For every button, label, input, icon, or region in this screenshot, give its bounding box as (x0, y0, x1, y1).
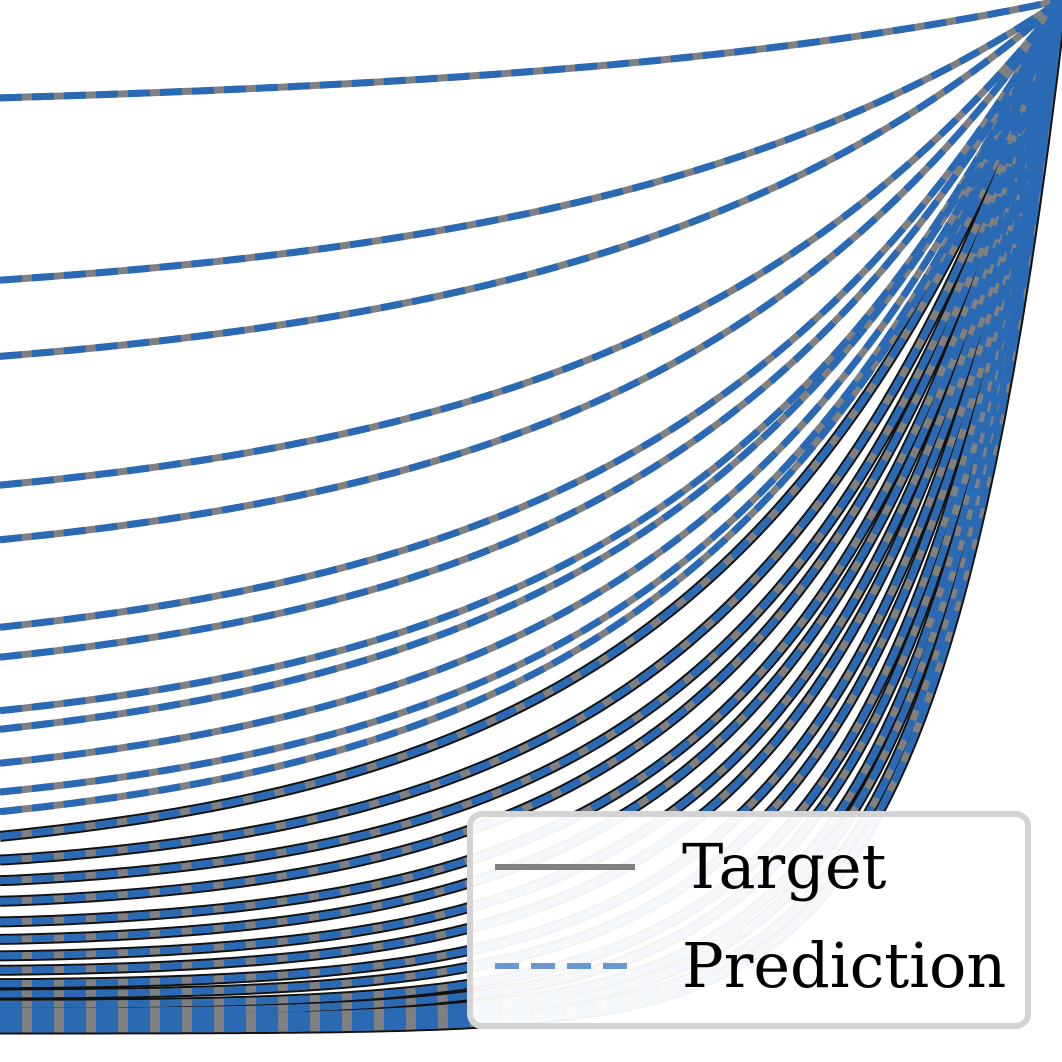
prediction-curve (0, 0, 1062, 796)
prediction-curve (0, 0, 1062, 905)
prediction-series (0, 0, 1062, 1033)
prediction-curve (0, 0, 1062, 885)
prediction-curve (0, 0, 1062, 816)
prediction-curve (0, 0, 1062, 943)
prediction-curve (0, 0, 1062, 767)
prediction-curve (0, 0, 1062, 974)
target-curve (0, 0, 1062, 102)
prediction-curve (0, 0, 1062, 988)
legend-target-label: Target (682, 830, 887, 903)
prediction-curve (0, 0, 1062, 102)
prediction-curve (0, 0, 1062, 544)
prediction-curve (0, 0, 1062, 489)
prediction-curve (0, 0, 1062, 661)
prediction-curve (0, 0, 1062, 631)
prediction-curve (0, 0, 1062, 715)
legend: Target Prediction (467, 811, 1031, 1029)
prediction-curve (0, 0, 1062, 840)
prediction-curve (0, 0, 1062, 284)
target-curve (0, 0, 1062, 284)
prediction-curve (0, 0, 1062, 960)
prediction-curve (0, 0, 1062, 733)
prediction-curve (0, 0, 1062, 360)
prediction-curve (0, 0, 1062, 864)
prediction-curve (0, 0, 1062, 926)
legend-prediction-label: Prediction (682, 929, 1006, 1002)
